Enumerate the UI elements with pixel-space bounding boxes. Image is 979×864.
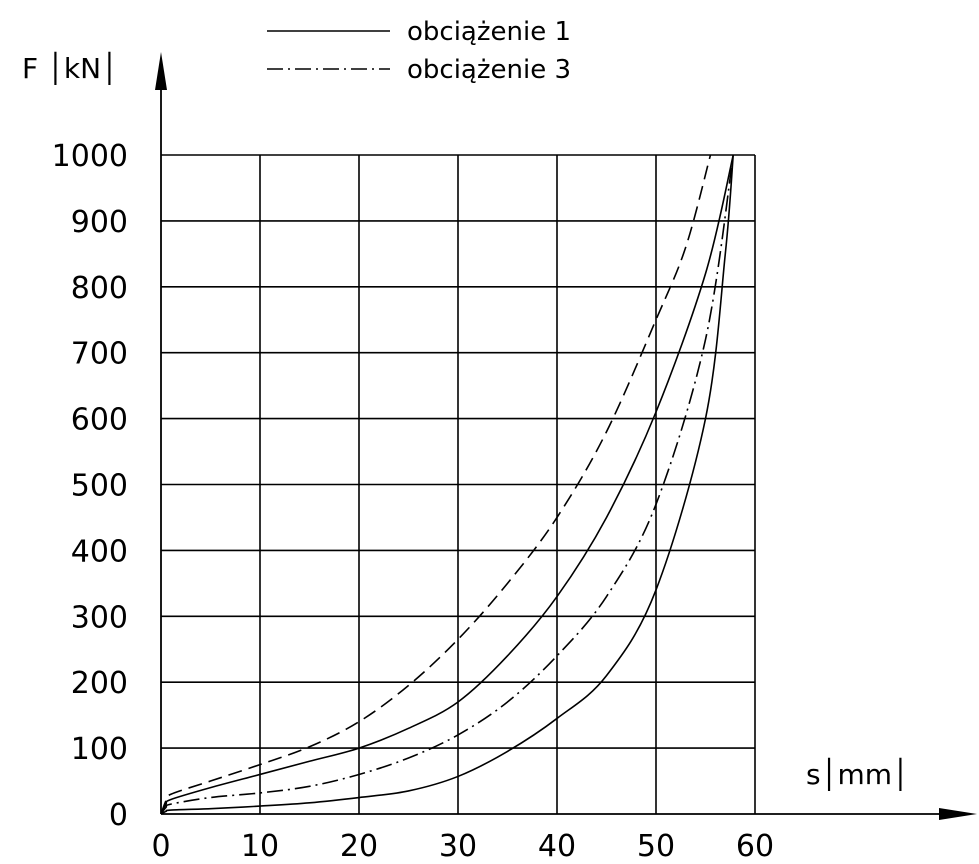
x-axis-arrow (939, 808, 977, 820)
series-line-1-dashed (160, 154, 712, 815)
x-axis-label: s│mm│ (806, 757, 909, 791)
x-tick-label: 10 (241, 829, 279, 864)
legend: obciążenie 1 obciążenie 3 (267, 17, 571, 85)
y-tick-label: 700 (71, 337, 128, 372)
grid (161, 154, 756, 814)
series-line-3-dashdot (160, 154, 735, 815)
y-tick-label: 500 (71, 469, 128, 504)
y-tick-label: 0 (109, 798, 128, 833)
legend-label: obciążenie 3 (407, 55, 571, 85)
y-tick-label: 1000 (52, 139, 128, 174)
y-tick-label: 100 (71, 732, 128, 767)
y-tick-label: 200 (71, 666, 128, 701)
legend-label: obciążenie 1 (407, 17, 571, 47)
axes (155, 52, 977, 820)
x-tick-label: 20 (340, 829, 378, 864)
series-line-2-solid (160, 154, 734, 815)
x-tick-label: 50 (637, 829, 675, 864)
x-tick-label: 0 (151, 829, 170, 864)
x-tick-label: 30 (439, 829, 477, 864)
curves (160, 154, 735, 815)
series-line-4-solid (160, 154, 735, 815)
y-axis-arrow (155, 52, 167, 90)
y-tick-label: 400 (71, 534, 128, 569)
x-tick-label: 40 (538, 829, 576, 864)
tick-labels: 0 100 200 300 400 500 600 700 800 900 1000 0 10 20 30 4… (52, 139, 774, 864)
y-tick-label: 900 (71, 205, 128, 240)
y-axis-label: F │kN│ (22, 51, 118, 85)
x-tick-label: 60 (736, 829, 774, 864)
y-tick-label: 300 (71, 600, 128, 635)
y-tick-label: 600 (71, 403, 128, 438)
y-tick-label: 800 (71, 271, 128, 306)
